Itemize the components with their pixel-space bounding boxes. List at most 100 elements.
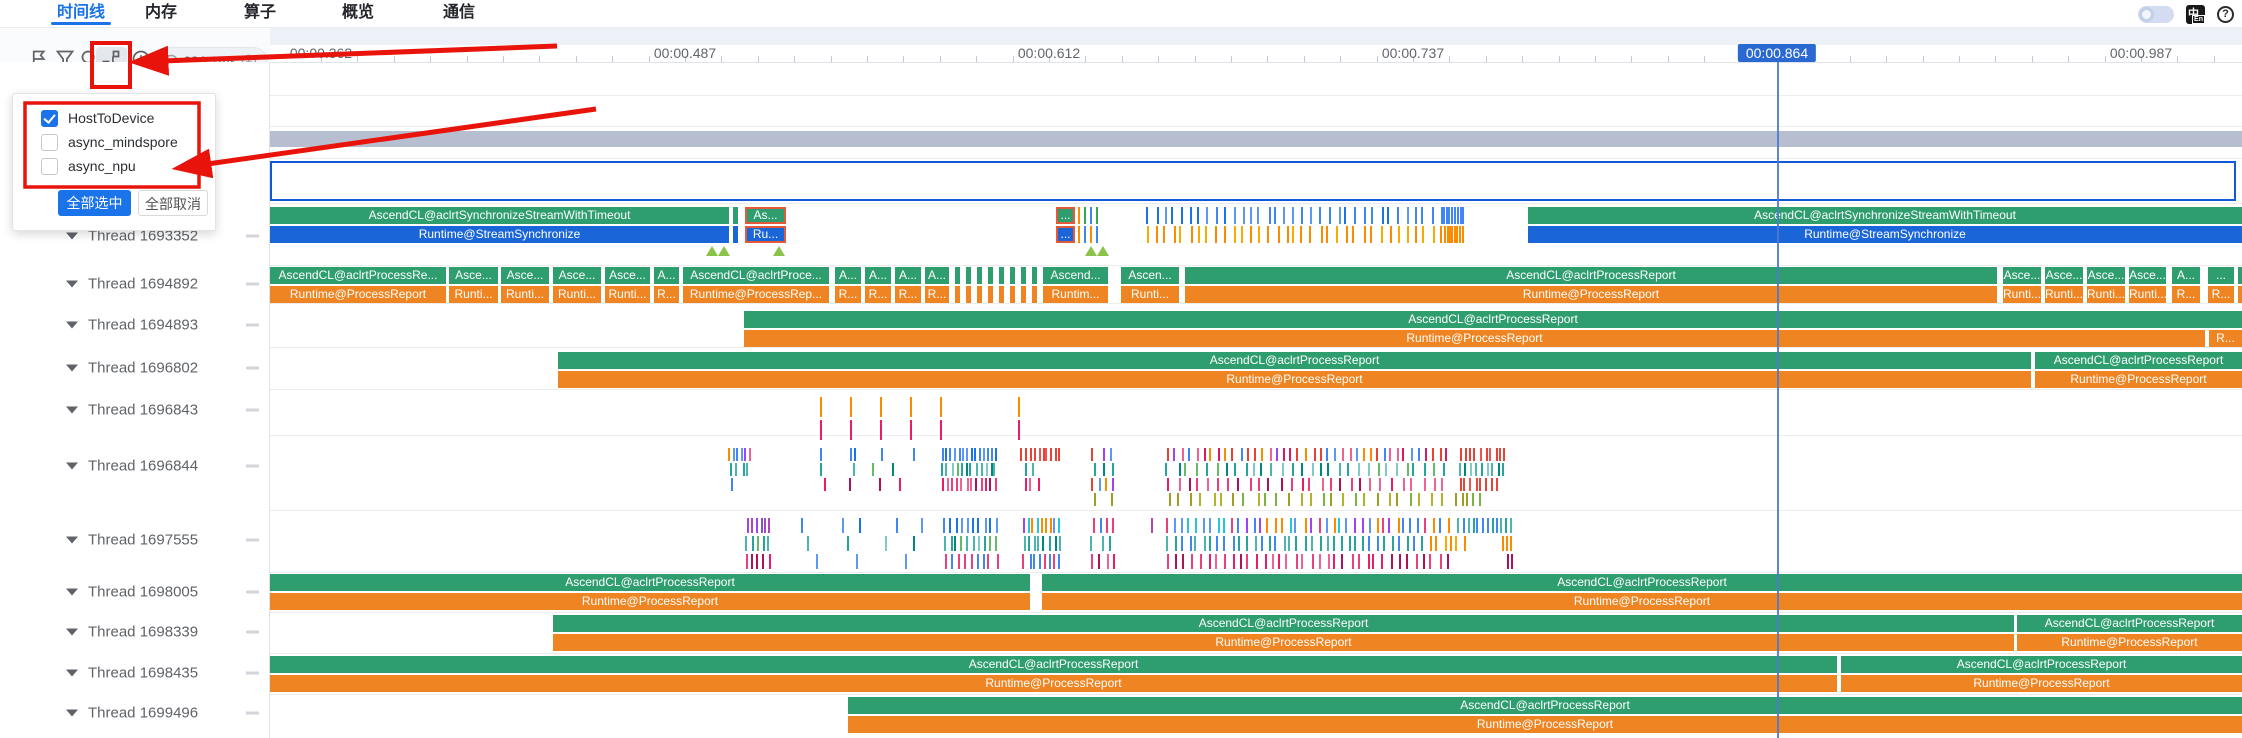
- trace-event-tick[interactable]: [820, 420, 822, 440]
- trace-event-tick[interactable]: [1216, 478, 1219, 491]
- trace-event-bar[interactable]: [1021, 267, 1026, 284]
- trace-event-tick[interactable]: [1223, 226, 1226, 243]
- trace-event-tick[interactable]: [1031, 463, 1034, 476]
- trace-event-tick[interactable]: [1167, 554, 1170, 569]
- trace-event-tick[interactable]: [1338, 518, 1341, 533]
- trace-event-tick[interactable]: [994, 448, 997, 461]
- trace-event-tick[interactable]: [850, 420, 852, 440]
- trace-event-tick[interactable]: [1395, 463, 1398, 476]
- trace-event-tick[interactable]: [757, 536, 759, 551]
- trace-event-tick[interactable]: [1333, 448, 1336, 461]
- trace-event-tick[interactable]: [1309, 518, 1312, 533]
- trace-event-bar[interactable]: Runtime@ProcessReport: [270, 286, 446, 303]
- trace-event-tick[interactable]: [1357, 463, 1360, 476]
- trace-event-tick[interactable]: [941, 478, 944, 491]
- trace-event-tick[interactable]: [960, 536, 963, 551]
- trace-event-tick[interactable]: [1405, 554, 1408, 569]
- tab-内存[interactable]: 内存: [144, 4, 178, 21]
- trace-event-tick[interactable]: [1241, 493, 1244, 506]
- trace-event-tick[interactable]: [1288, 448, 1291, 461]
- trace-event-tick[interactable]: [1269, 207, 1272, 224]
- trace-event-tick[interactable]: [1150, 518, 1153, 533]
- trace-event-tick[interactable]: [853, 448, 856, 461]
- trace-event-tick[interactable]: [1100, 518, 1102, 533]
- trace-event-tick[interactable]: [1190, 493, 1193, 506]
- trace-event-tick[interactable]: [1094, 463, 1097, 476]
- trace-event-tick[interactable]: [1223, 448, 1226, 461]
- trace-event-tick[interactable]: [767, 536, 770, 551]
- trace-event-tick[interactable]: [1224, 207, 1227, 224]
- tab-时间线[interactable]: 时间线: [50, 0, 112, 26]
- trace-event-tick[interactable]: [820, 397, 822, 417]
- trace-event-tick[interactable]: [1102, 463, 1105, 476]
- trace-event-tick[interactable]: [1110, 493, 1113, 506]
- trace-event-tick[interactable]: [1304, 518, 1307, 533]
- trace-event-tick[interactable]: [1357, 554, 1360, 569]
- checkbox-unchecked[interactable]: [41, 157, 58, 175]
- trace-event-tick[interactable]: [1463, 478, 1466, 491]
- trace-event-tick[interactable]: [1468, 478, 1471, 491]
- trace-event-tick[interactable]: [920, 518, 923, 533]
- trace-event-tick[interactable]: [1291, 226, 1294, 243]
- trace-event-tick[interactable]: [856, 554, 859, 569]
- trace-event-tick[interactable]: [1361, 518, 1364, 533]
- trace-event-bar[interactable]: A...: [654, 267, 679, 284]
- trace-event-tick[interactable]: [1096, 226, 1098, 243]
- trace-event-tick[interactable]: [1446, 226, 1449, 243]
- trace-event-bar[interactable]: ...: [2208, 267, 2234, 284]
- trace-event-tick[interactable]: [730, 463, 732, 476]
- trace-event-tick[interactable]: [1411, 448, 1414, 461]
- trace-event-tick[interactable]: [1226, 478, 1229, 491]
- trace-event-tick[interactable]: [940, 397, 942, 417]
- trace-event-tick[interactable]: [762, 536, 765, 551]
- trace-event-bar[interactable]: Runti...: [2087, 286, 2125, 303]
- trace-event-bar[interactable]: AscendCL@aclrtProcessReport: [558, 352, 2031, 369]
- trace-event-tick[interactable]: [1172, 448, 1175, 461]
- trace-event-tick[interactable]: [1052, 554, 1055, 569]
- trace-event-bar[interactable]: [988, 267, 993, 284]
- trace-event-bar[interactable]: Ascend...: [1043, 267, 1108, 284]
- trace-event-tick[interactable]: [1042, 448, 1045, 461]
- trace-event-bar[interactable]: A...: [925, 267, 949, 284]
- trace-event-tick[interactable]: [1430, 493, 1433, 506]
- trace-event-tick[interactable]: [976, 463, 979, 476]
- trace-event-tick[interactable]: [1249, 226, 1252, 243]
- thread-row-label[interactable]: Thread 1694892: [66, 276, 198, 293]
- trace-event-tick[interactable]: [1361, 536, 1364, 551]
- trace-event-tick[interactable]: [1111, 478, 1114, 491]
- trace-event-tick[interactable]: [1499, 518, 1502, 533]
- trace-event-tick[interactable]: [1443, 463, 1445, 476]
- trace-event-tick[interactable]: [943, 536, 946, 551]
- collapse-triangle-icon[interactable]: [66, 364, 78, 372]
- trace-event-tick[interactable]: [965, 448, 968, 461]
- trace-event-tick[interactable]: [859, 518, 862, 533]
- trace-event-tick[interactable]: [801, 518, 804, 533]
- trace-event-tick[interactable]: [1232, 554, 1235, 569]
- trace-event-tick[interactable]: [1509, 518, 1512, 533]
- trace-event-tick[interactable]: [975, 478, 978, 491]
- trace-event-tick[interactable]: [1385, 463, 1388, 476]
- collapse-triangle-icon[interactable]: [66, 321, 78, 329]
- trace-event-bar[interactable]: [977, 267, 982, 284]
- trace-event-tick[interactable]: [1422, 226, 1425, 243]
- trace-event-tick[interactable]: [1495, 478, 1498, 491]
- trace-event-tick[interactable]: [949, 448, 952, 461]
- trace-event-tick[interactable]: [950, 478, 953, 491]
- trace-event-tick[interactable]: [732, 448, 735, 461]
- trace-event-tick[interactable]: [899, 478, 902, 491]
- trace-event-tick[interactable]: [1090, 226, 1092, 243]
- trace-event-bar[interactable]: Runtime@ProcessRep...: [683, 286, 829, 303]
- trace-event-tick[interactable]: [986, 448, 989, 461]
- trace-event-bar[interactable]: Runtime@StreamSynchronize: [270, 226, 729, 243]
- trace-event-tick[interactable]: [1322, 493, 1325, 506]
- trace-event-tick[interactable]: [945, 463, 948, 476]
- filter-option-async_npu[interactable]: async_npu: [41, 156, 136, 176]
- trace-event-bar[interactable]: Runti...: [501, 286, 549, 303]
- trace-event-tick[interactable]: [1280, 478, 1283, 491]
- trace-event-tick[interactable]: [1030, 448, 1033, 461]
- trace-event-tick[interactable]: [1084, 207, 1086, 224]
- trace-event-tick[interactable]: [1216, 463, 1219, 476]
- trace-event-tick[interactable]: [1351, 226, 1354, 243]
- trace-event-tick[interactable]: [1439, 554, 1442, 569]
- trace-event-tick[interactable]: [978, 448, 981, 461]
